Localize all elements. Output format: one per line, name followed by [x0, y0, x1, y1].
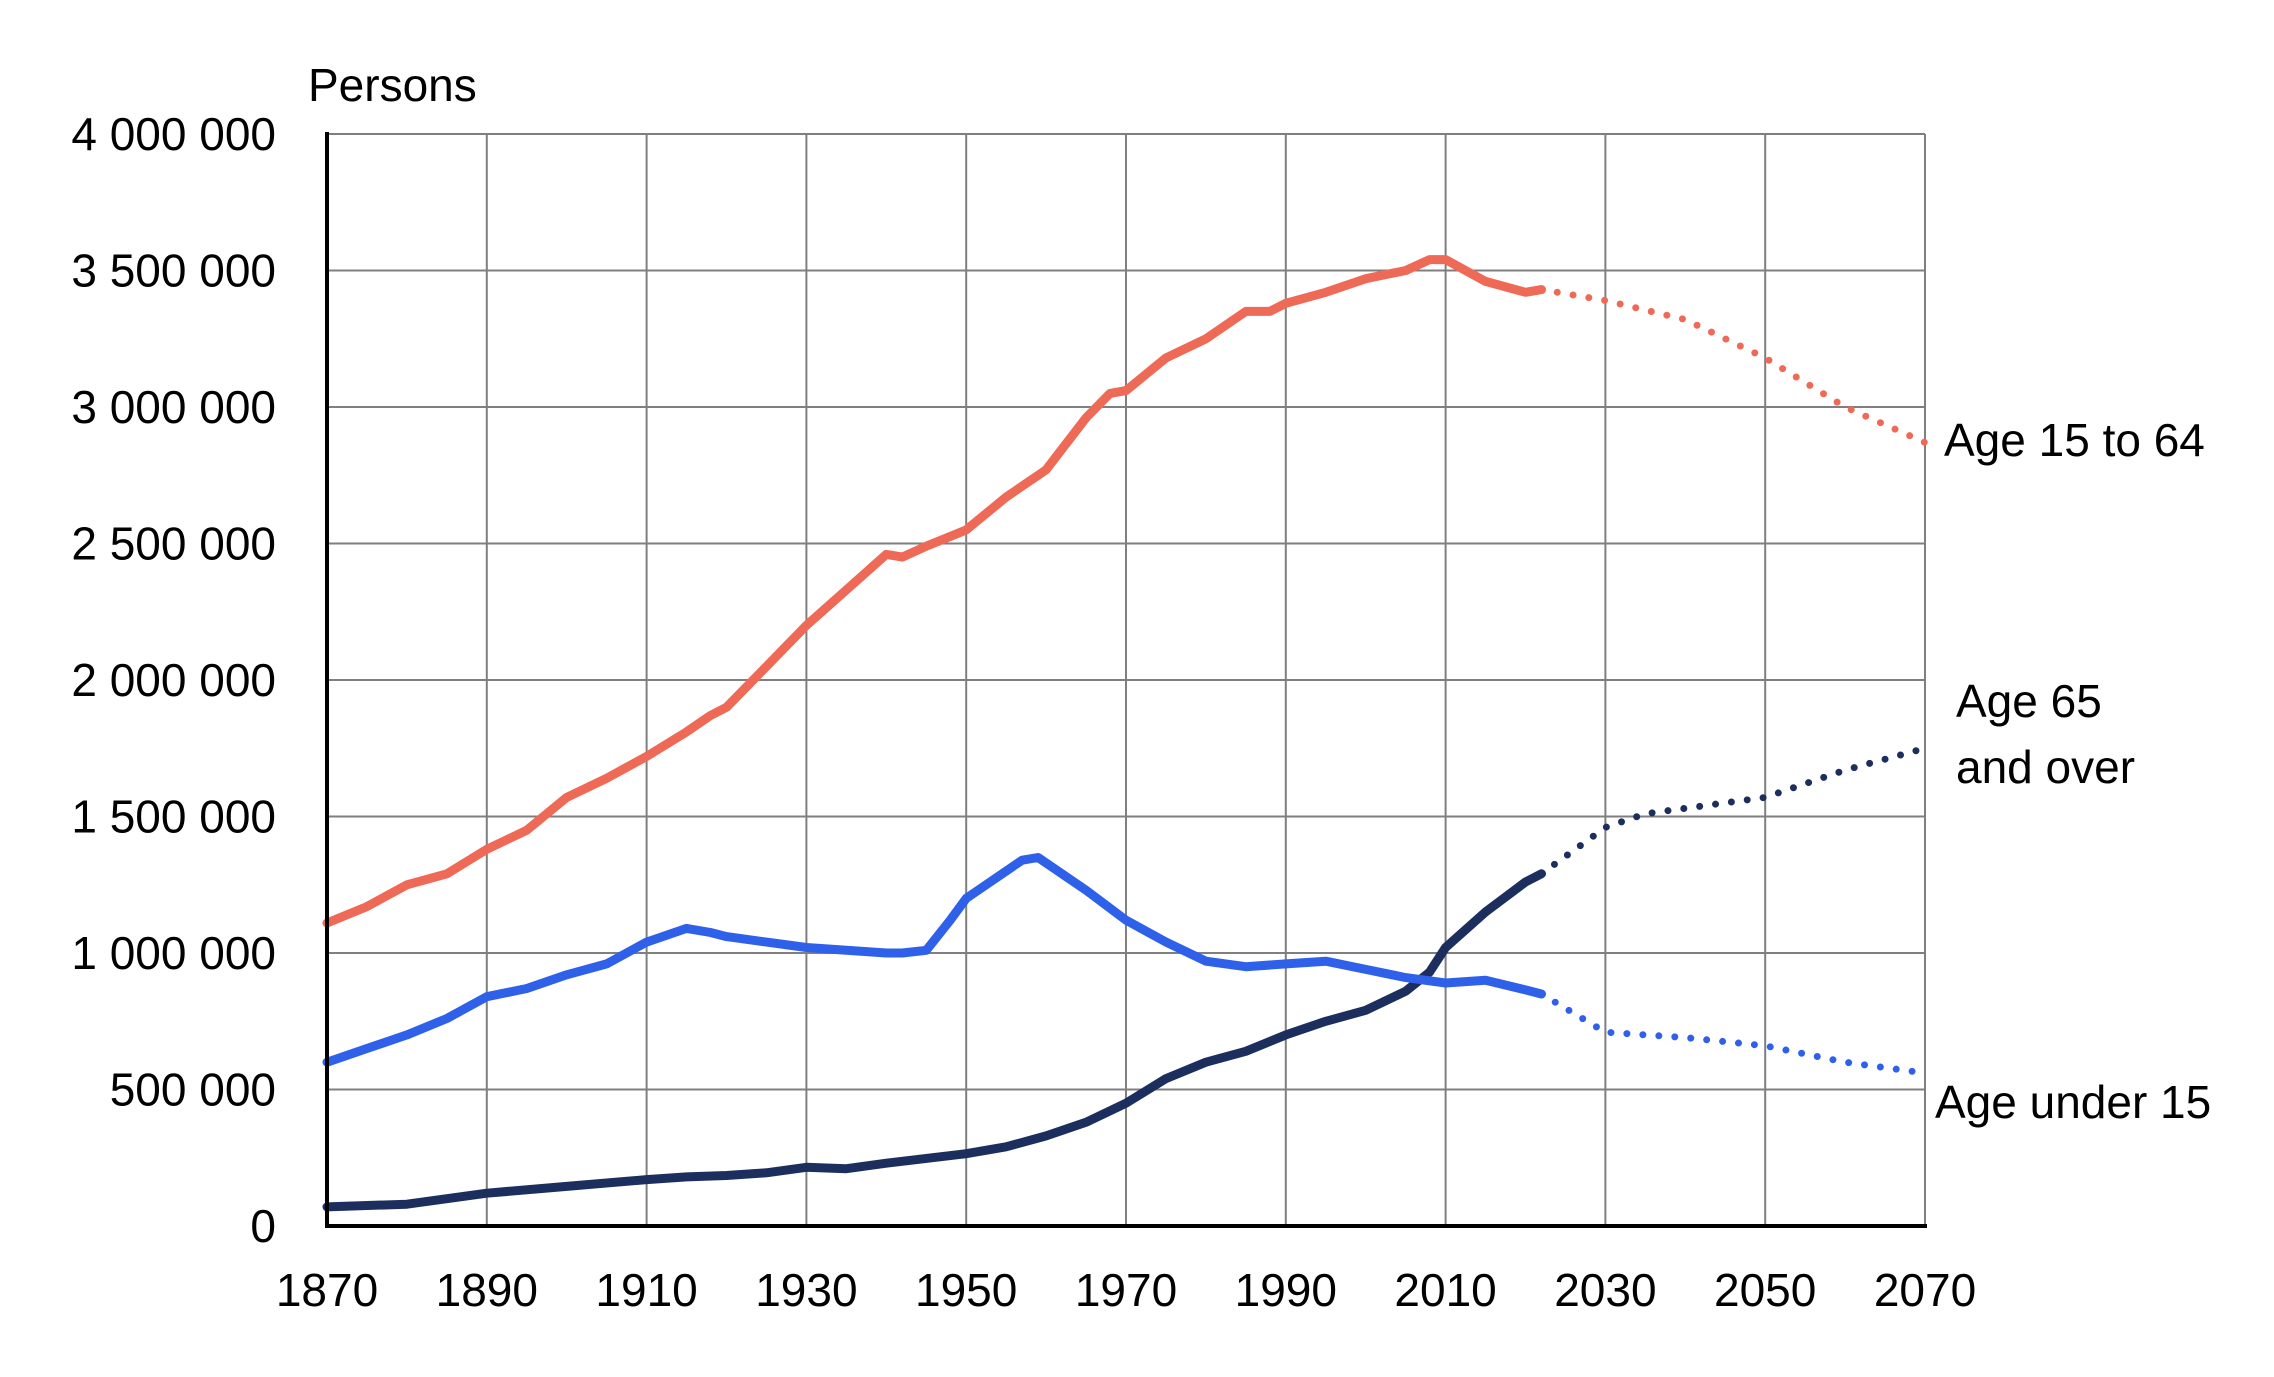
x-tick-label: 1870 — [276, 1264, 378, 1316]
x-tick-label: 1950 — [915, 1264, 1017, 1316]
y-tick-label: 2 000 000 — [71, 654, 276, 706]
series-label-age-65-and-over: Age 65 — [1956, 675, 2102, 727]
x-tick-label: 2050 — [1714, 1264, 1816, 1316]
x-tick-label: 1930 — [755, 1264, 857, 1316]
x-tick-label: 1890 — [436, 1264, 538, 1316]
x-tick-label: 1970 — [1075, 1264, 1177, 1316]
x-tick-label: 1990 — [1235, 1264, 1337, 1316]
y-tick-label: 2 500 000 — [71, 518, 276, 570]
series-label-age-under-15: Age under 15 — [1935, 1076, 2211, 1128]
y-tick-label: 4 000 000 — [71, 108, 276, 160]
y-tick-label: 1 500 000 — [71, 791, 276, 843]
series-projection-age-15-to-64 — [1538, 286, 1929, 446]
series-line-age-65-and-over — [322, 869, 1546, 1212]
x-tick-label: 2030 — [1554, 1264, 1656, 1316]
series-projection-age-under-15 — [1538, 990, 1929, 1077]
y-tick-label: 3 000 000 — [71, 381, 276, 433]
series-projection-age-65-and-over — [1538, 744, 1929, 878]
axes — [325, 132, 1927, 1228]
series-line-age-15-to-64 — [322, 255, 1546, 928]
y-tick-label: 0 — [250, 1200, 276, 1252]
labels: Persons 0 500 000 1 000 000 1 500 000 2 000 … — [71, 59, 2211, 1316]
y-tick-label: 1 000 000 — [71, 927, 276, 979]
series-lines — [322, 255, 1929, 1212]
y-tick-label: 500 000 — [110, 1064, 276, 1116]
series-label-age-65-and-over: and over — [1956, 741, 2135, 793]
series-line-age-under-15 — [322, 853, 1546, 1067]
x-tick-label: 2070 — [1874, 1264, 1976, 1316]
y-tick-label: 3 500 000 — [71, 245, 276, 297]
x-tick-label: 2010 — [1394, 1264, 1496, 1316]
x-tick-label: 1910 — [595, 1264, 697, 1316]
grid — [327, 133, 1926, 1226]
y-axis-unit-label: Persons — [308, 59, 477, 111]
series-label-age-15-to-64: Age 15 to 64 — [1944, 414, 2205, 466]
